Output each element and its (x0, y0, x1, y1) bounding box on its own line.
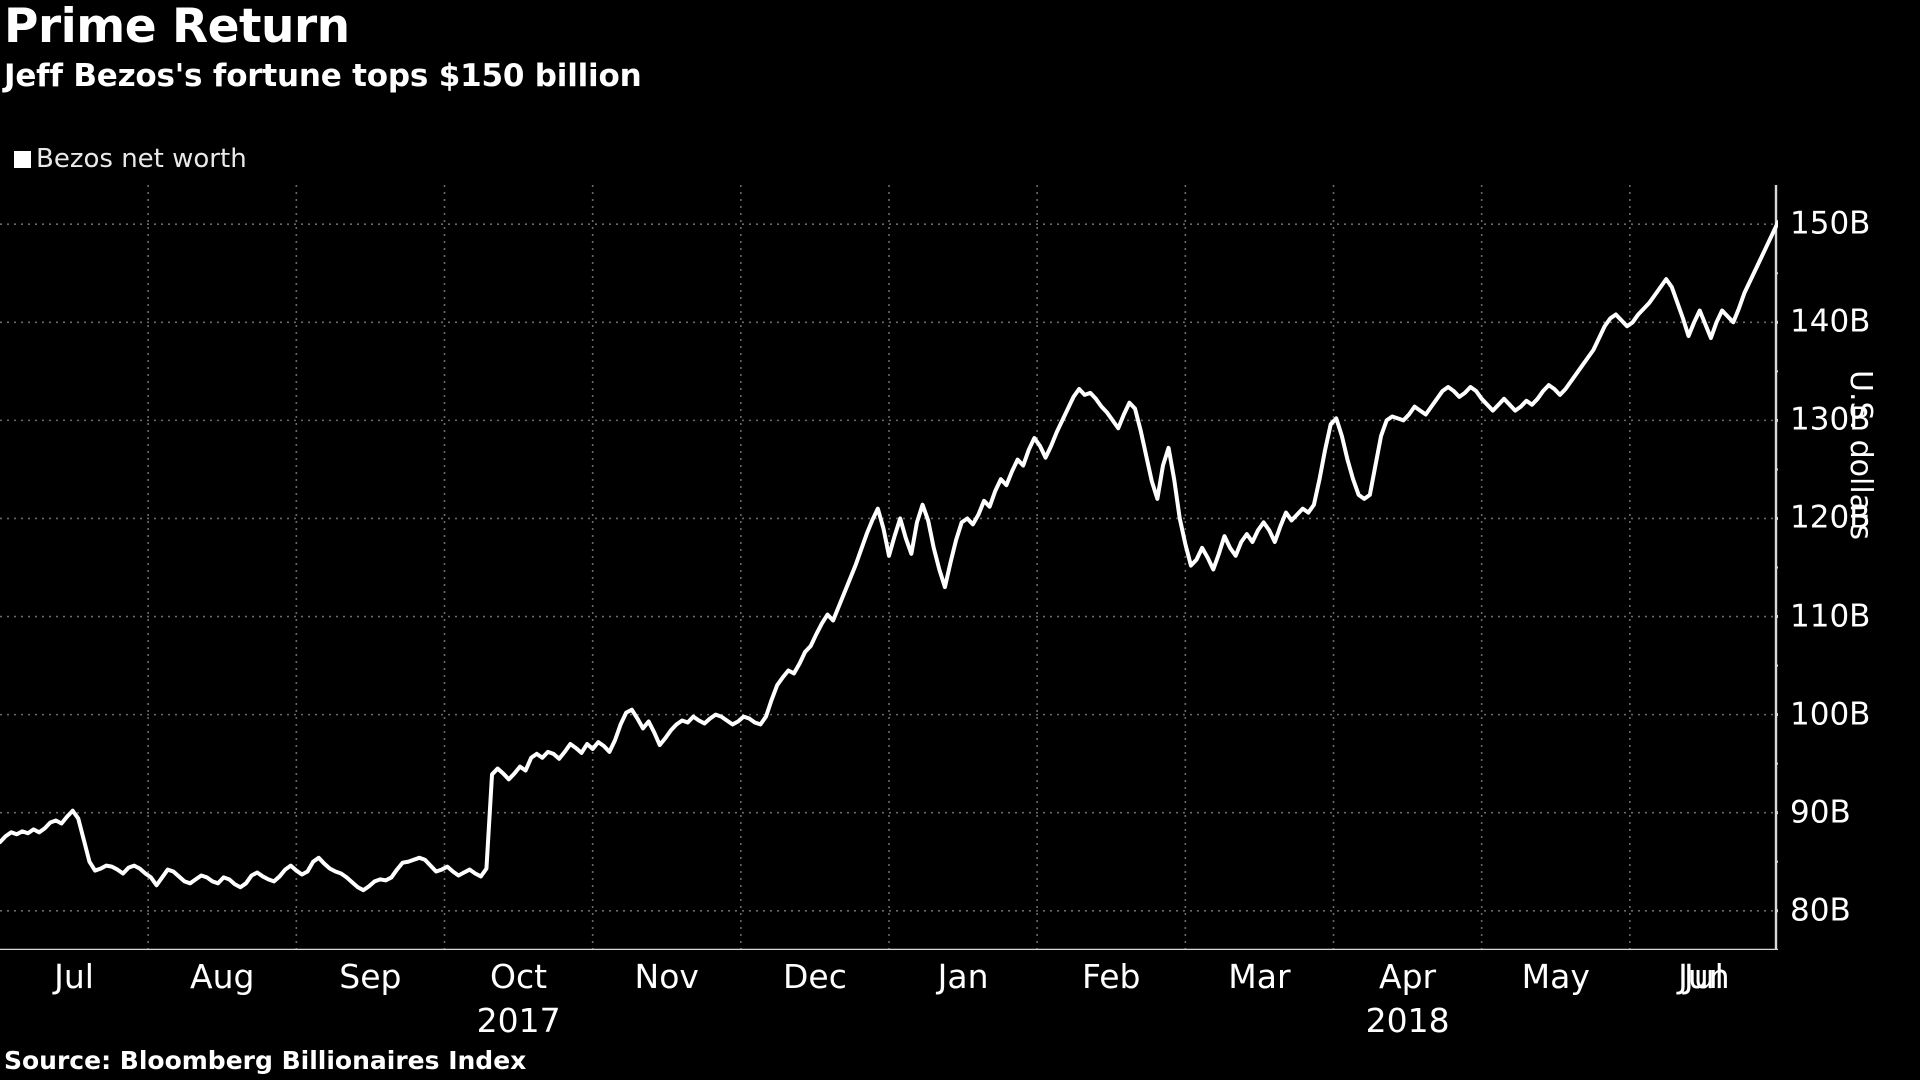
axis-spines (0, 185, 1778, 950)
series-line-bezos-net-worth (0, 220, 1778, 893)
chart-plot-area (0, 185, 1778, 950)
x-axis-tick-label: Mar (1228, 957, 1291, 996)
y-axis-tick-labels: 80B 90B 100B 110B 120B 130B 140B 150B (1790, 185, 1910, 950)
y-axis-tick-label: 80B (1790, 892, 1851, 929)
axis-ticks (1776, 222, 1778, 913)
x-axis-tick-label: Jul (1683, 957, 1724, 996)
source-note: Source: Bloomberg Billionaires Index (4, 1046, 527, 1075)
page-title: Prime Return (4, 0, 350, 54)
y-axis-tick-label: 150B (1790, 205, 1871, 242)
legend-square-icon (14, 150, 31, 168)
x-axis-tick-label: Sep (339, 957, 402, 996)
x-axis-tick-label: Jun (1678, 957, 1730, 996)
vertical-gridlines (147, 185, 1631, 950)
x-axis-tick-label: Jul (54, 957, 94, 996)
y-axis-title: U.S. dollars (1843, 370, 1878, 541)
y-axis-tick-label: 90B (1790, 794, 1851, 831)
legend-item-label: Bezos net worth (36, 144, 247, 174)
y-axis-tick-label: 110B (1790, 598, 1871, 635)
x-axis-tick-label: Jan (937, 957, 989, 996)
x-axis-tick-label: Dec (782, 957, 847, 996)
x-axis-tick-labels: Jul Aug Sep Oct Nov Dec Jan Feb Mar Apr May Jun Jul (0, 958, 1778, 1004)
x-axis-tick-label: Oct (490, 957, 548, 996)
horizontal-gridlines (0, 223, 1778, 912)
chart-header: Prime Return Jeff Bezos's fortune tops $… (4, 0, 1504, 96)
y-axis-tick-label: 140B (1790, 303, 1871, 340)
x-axis-tick-label: Feb (1082, 957, 1141, 996)
x-axis-tick-label: Apr (1379, 957, 1437, 996)
page-subtitle: Jeff Bezos's fortune tops $150 billion (4, 58, 642, 94)
x-axis-year-label: 2017 (476, 1001, 561, 1040)
chart-legend: Bezos net worth (14, 146, 247, 172)
x-axis-tick-label: Nov (634, 957, 699, 996)
x-axis-tick-label: Aug (190, 957, 255, 996)
chart-svg (0, 185, 1778, 950)
y-axis-tick-label: 120B (1790, 499, 1871, 536)
y-axis-tick-label: 130B (1790, 401, 1871, 438)
x-axis-tick-label: May (1521, 957, 1590, 996)
y-axis-tick-label: 100B (1790, 696, 1871, 733)
x-axis-year-label: 2018 (1365, 1001, 1450, 1040)
